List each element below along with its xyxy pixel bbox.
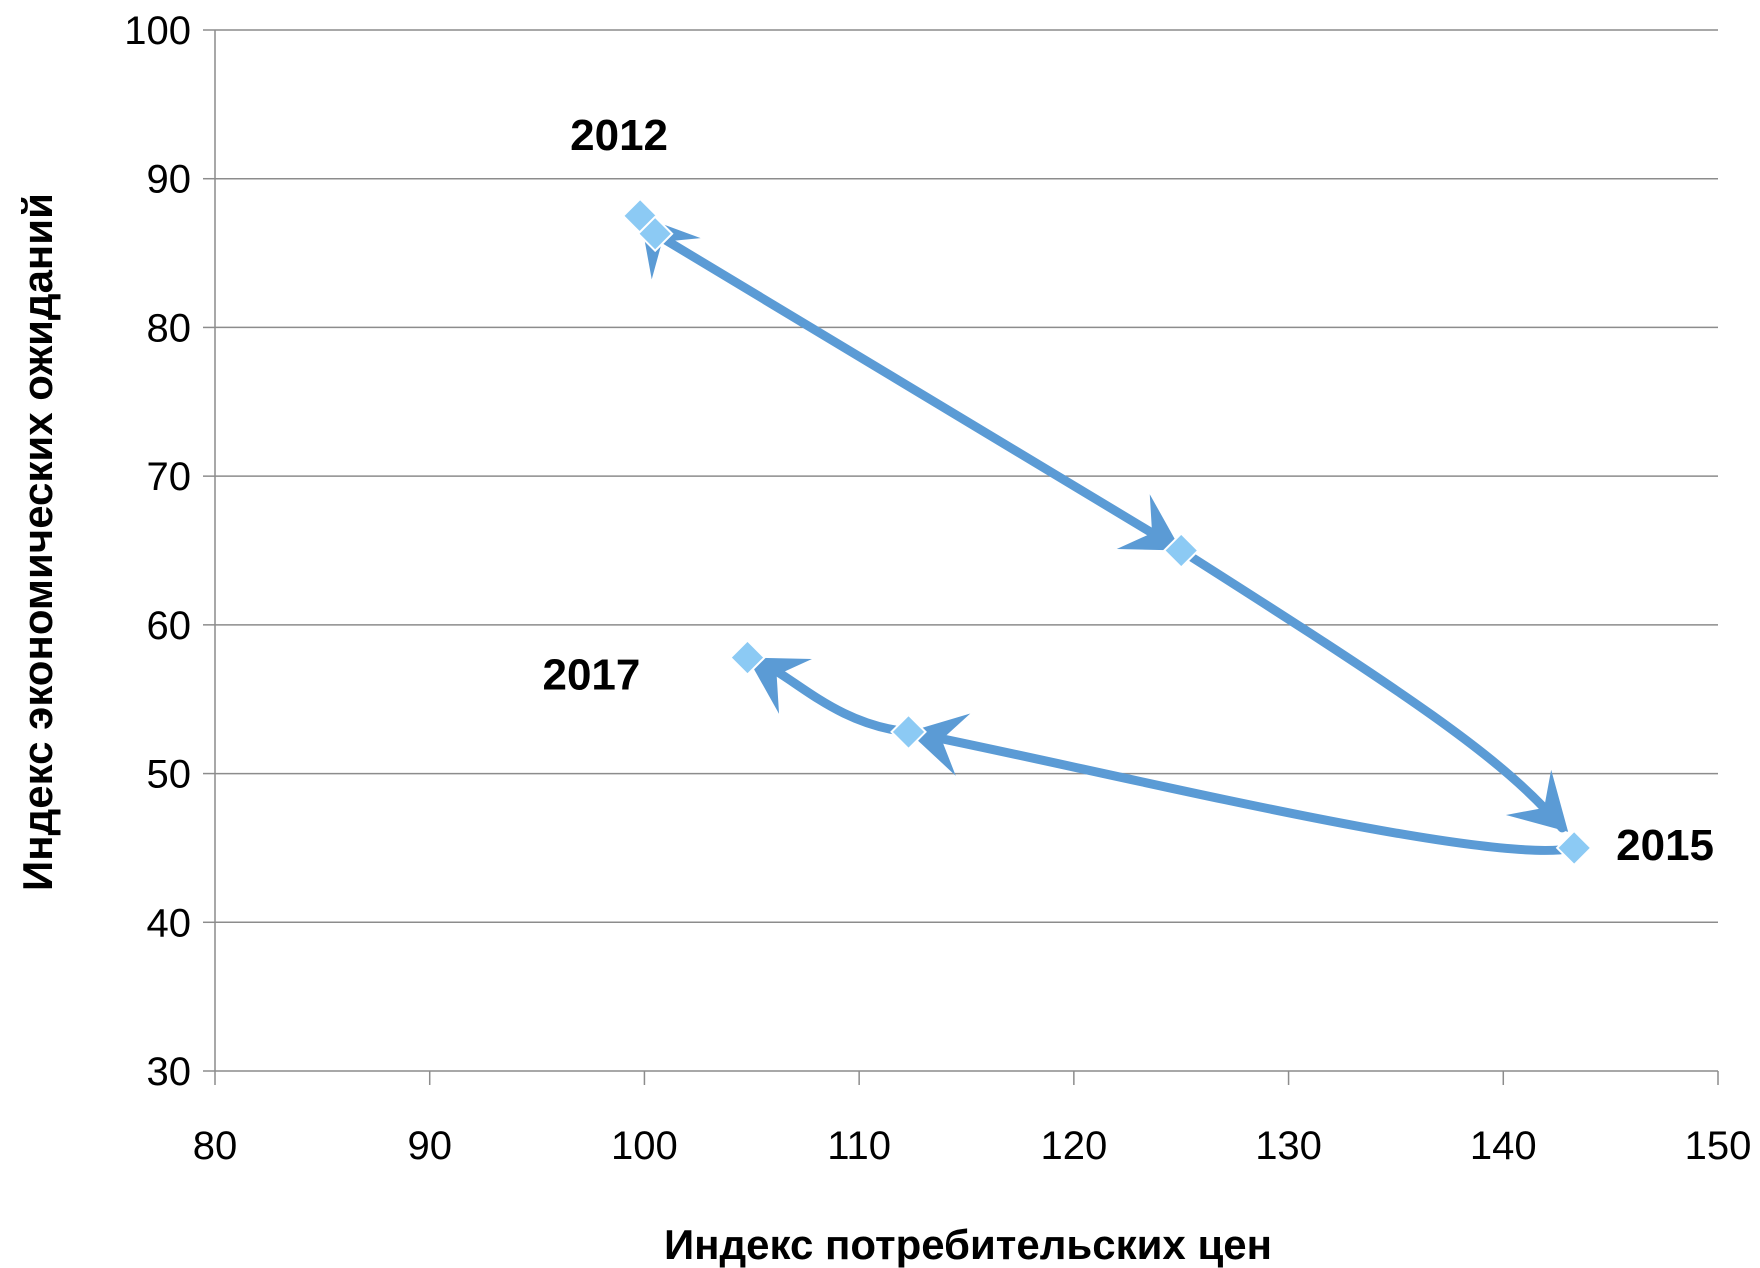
y-tick-label: 40	[147, 901, 192, 945]
x-tick-label: 80	[193, 1124, 238, 1168]
arrowhead	[747, 657, 812, 714]
y-tick-label: 70	[147, 455, 192, 499]
data-point-marker	[1555, 829, 1593, 867]
data-point-marker	[890, 713, 927, 751]
point-label: 2017	[542, 651, 640, 700]
x-tick-label: 100	[611, 1124, 678, 1168]
trajectory-segment	[904, 727, 1565, 855]
x-tick-label: 130	[1255, 1124, 1322, 1168]
data-points	[621, 197, 1593, 867]
point-label: 2015	[1616, 821, 1714, 870]
y-axis-title: Индекс экономических ожиданий	[14, 193, 61, 891]
point-labels: 2012 2015 2017	[542, 111, 1714, 870]
x-tick-label: 90	[407, 1124, 452, 1168]
y-tick-label: 100	[124, 9, 191, 53]
y-tick-label: 60	[147, 604, 192, 648]
y-tick-label: 90	[147, 158, 192, 202]
y-tick-label: 50	[147, 753, 192, 797]
trajectory-segment	[650, 229, 1186, 555]
point-label: 2012	[570, 111, 668, 160]
arrowhead	[1505, 769, 1569, 832]
trajectory-segment	[1176, 546, 1567, 833]
data-point-marker	[636, 215, 674, 253]
axes	[203, 29, 1719, 1085]
x-tick-label: 150	[1685, 1124, 1752, 1168]
y-tick-label: 80	[147, 306, 192, 350]
data-point-marker	[729, 639, 766, 676]
data-point-marker	[1162, 532, 1200, 569]
x-tick-label: 120	[1040, 1124, 1107, 1168]
tick-labels: 30 40 50 60 70 80 90 100 80 90 100 110 120 130 140 150	[124, 9, 1751, 1168]
x-tick-label: 110	[827, 1124, 891, 1168]
x-tick-label: 140	[1470, 1124, 1537, 1168]
x-axis-title: Индекс потребительских цен	[664, 1221, 1272, 1268]
trajectory	[635, 211, 1569, 855]
grid-lines	[215, 29, 1718, 924]
arrowhead	[1116, 494, 1182, 551]
y-tick-label: 30	[147, 1050, 192, 1094]
